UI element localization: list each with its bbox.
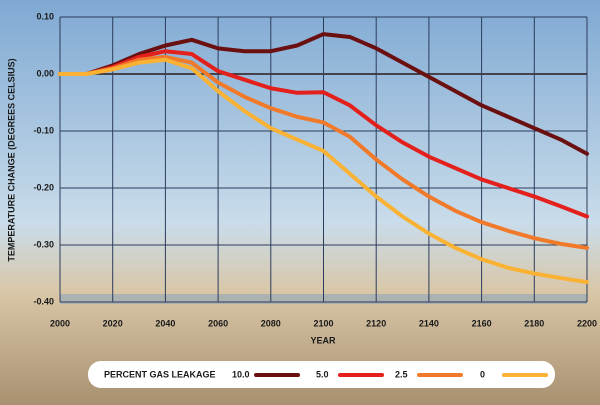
y-axis-label: TEMPERATURE CHANGE (DEGREES CELSIUS) — [6, 58, 16, 261]
legend-label: 2.5 — [395, 369, 408, 379]
x-tick-label: 2080 — [261, 318, 281, 328]
x-tick-label: 2120 — [366, 318, 386, 328]
y-tick-label: 0.10 — [36, 11, 54, 21]
legend-label: 10.0 — [232, 369, 250, 379]
legend-box — [88, 361, 555, 388]
x-tick-label: 2020 — [103, 318, 123, 328]
x-tick-label: 2060 — [208, 318, 228, 328]
x-tick-label: 2000 — [50, 318, 70, 328]
series-line — [58, 57, 589, 285]
legend-title: PERCENT GAS LEAKAGE — [104, 369, 216, 379]
x-tick-label: 2180 — [524, 318, 544, 328]
y-tick-label: -0.30 — [33, 239, 54, 249]
x-tick-label: 2140 — [419, 318, 439, 328]
x-tick-label: 2160 — [472, 318, 492, 328]
y-tick-label: -0.20 — [33, 182, 54, 192]
y-tick-label: 0.00 — [36, 68, 54, 78]
x-tick-label: 2040 — [155, 318, 175, 328]
series-line — [58, 49, 589, 219]
x-tick-label: 2200 — [577, 318, 597, 328]
x-axis-label: YEAR — [310, 335, 336, 345]
y-tick-label: -0.10 — [33, 125, 54, 135]
legend-label: 5.0 — [316, 369, 329, 379]
y-tick-label: -0.40 — [33, 296, 54, 306]
x-tick-label: 2100 — [313, 318, 333, 328]
legend-label: 0 — [480, 369, 485, 379]
series-line — [58, 32, 589, 156]
series-line — [58, 54, 589, 250]
